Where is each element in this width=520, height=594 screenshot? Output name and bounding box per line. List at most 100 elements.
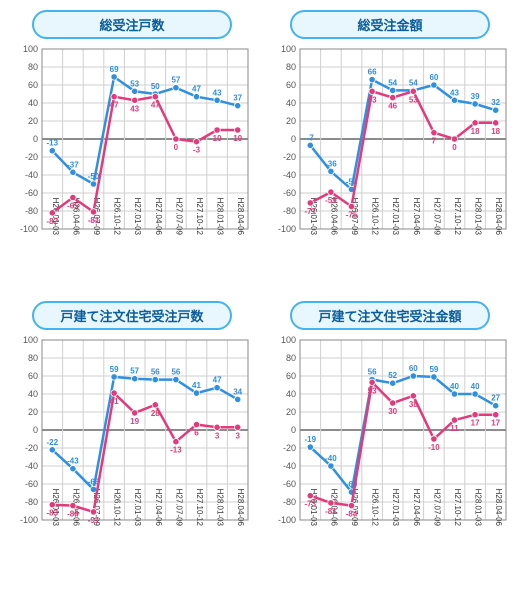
svg-text:H28.04-06: H28.04-06 (494, 198, 503, 236)
panel-3: 戸建て注文住宅受注金額 -100-80-60-40-20020406080100… (268, 301, 512, 584)
svg-text:-84: -84 (346, 510, 358, 519)
svg-text:3: 3 (235, 431, 240, 440)
svg-text:-40: -40 (325, 454, 337, 463)
svg-text:-81: -81 (325, 507, 337, 516)
svg-text:18: 18 (491, 127, 500, 136)
svg-text:-13: -13 (47, 139, 59, 148)
svg-text:66: 66 (368, 68, 377, 77)
svg-text:H27.10-12: H27.10-12 (453, 489, 462, 527)
svg-text:-60: -60 (283, 479, 296, 489)
svg-text:H28.01-03: H28.01-03 (474, 489, 483, 527)
svg-text:H28.04-06: H28.04-06 (236, 489, 245, 527)
chart-1: -100-80-60-40-20020406080100H26.01-03H26… (268, 43, 512, 293)
svg-text:57: 57 (130, 367, 139, 376)
svg-text:H27.07-09: H27.07-09 (174, 198, 183, 236)
svg-text:20: 20 (28, 116, 38, 126)
svg-text:H27.07-09: H27.07-09 (432, 198, 441, 236)
svg-text:53: 53 (409, 95, 418, 104)
svg-text:80: 80 (286, 353, 296, 363)
svg-text:-13: -13 (170, 446, 182, 455)
chart-3: -100-80-60-40-20020406080100H26.01-03H26… (268, 334, 512, 584)
panel-0: 総受注戸数 -100-80-60-40-20020406080100H26.01… (10, 10, 254, 293)
svg-text:50: 50 (151, 82, 160, 91)
svg-text:100: 100 (23, 335, 38, 345)
svg-text:-10: -10 (428, 443, 440, 452)
panel-title-2: 戸建て注文住宅受注戸数 (32, 301, 232, 330)
svg-text:H28.01-03: H28.01-03 (474, 198, 483, 236)
svg-text:-100: -100 (20, 224, 38, 234)
svg-text:43: 43 (130, 104, 139, 113)
svg-text:H27.07-09: H27.07-09 (432, 489, 441, 527)
svg-text:56: 56 (368, 368, 377, 377)
svg-text:20: 20 (286, 116, 296, 126)
svg-text:-40: -40 (283, 170, 296, 180)
svg-text:47: 47 (192, 85, 201, 94)
svg-text:H27.04-06: H27.04-06 (412, 489, 421, 527)
svg-text:38: 38 (409, 400, 418, 409)
svg-text:3: 3 (215, 431, 220, 440)
svg-text:-19: -19 (305, 435, 317, 444)
svg-text:40: 40 (450, 382, 459, 391)
svg-text:H27.10-12: H27.10-12 (453, 198, 462, 236)
svg-text:19: 19 (130, 417, 139, 426)
svg-text:0: 0 (291, 134, 296, 144)
svg-text:34: 34 (233, 387, 242, 396)
svg-text:-83: -83 (47, 509, 59, 518)
svg-text:H28.01-03: H28.01-03 (216, 198, 225, 236)
svg-text:7: 7 (432, 137, 437, 146)
svg-text:11: 11 (450, 424, 459, 433)
svg-text:-20: -20 (25, 152, 38, 162)
svg-text:39: 39 (471, 92, 480, 101)
svg-text:H27.04-06: H27.04-06 (412, 198, 421, 236)
svg-text:H28.04-06: H28.04-06 (494, 489, 503, 527)
svg-text:32: 32 (491, 98, 500, 107)
svg-text:-40: -40 (25, 170, 38, 180)
panel-title-0: 総受注戸数 (32, 10, 232, 39)
svg-text:20: 20 (28, 407, 38, 417)
svg-text:43: 43 (450, 88, 459, 97)
svg-text:53: 53 (130, 79, 139, 88)
svg-text:-3: -3 (193, 146, 201, 155)
svg-text:60: 60 (286, 80, 296, 90)
svg-text:40: 40 (28, 389, 38, 399)
chart-0: -100-80-60-40-20020406080100H26.01-03H26… (10, 43, 254, 293)
svg-text:100: 100 (23, 44, 38, 54)
svg-text:100: 100 (281, 44, 296, 54)
svg-text:59: 59 (110, 365, 119, 374)
svg-text:-7: -7 (307, 133, 315, 142)
svg-text:40: 40 (286, 389, 296, 399)
svg-text:-36: -36 (325, 159, 337, 168)
svg-text:-20: -20 (283, 152, 296, 162)
svg-text:47: 47 (151, 101, 160, 110)
svg-text:18: 18 (471, 127, 480, 136)
svg-text:56: 56 (171, 368, 180, 377)
svg-text:-80: -80 (283, 497, 296, 507)
svg-text:-81: -81 (88, 216, 100, 225)
svg-text:54: 54 (388, 78, 397, 87)
svg-text:20: 20 (286, 407, 296, 417)
svg-text:H27.01-03: H27.01-03 (133, 198, 142, 236)
svg-text:80: 80 (28, 62, 38, 72)
panel-title-1: 総受注金額 (290, 10, 490, 39)
svg-text:-20: -20 (283, 443, 296, 453)
svg-text:27: 27 (491, 394, 500, 403)
svg-text:0: 0 (452, 143, 457, 152)
svg-text:-60: -60 (25, 479, 38, 489)
svg-text:60: 60 (28, 80, 38, 90)
svg-text:H27.07-09: H27.07-09 (174, 489, 183, 527)
svg-text:H27.10-12: H27.10-12 (195, 489, 204, 527)
svg-text:40: 40 (28, 98, 38, 108)
svg-text:-59: -59 (325, 196, 337, 205)
svg-text:53: 53 (368, 386, 377, 395)
svg-text:H26.10-12: H26.10-12 (113, 489, 122, 527)
svg-text:56: 56 (151, 368, 160, 377)
svg-text:H28.01-03: H28.01-03 (216, 489, 225, 527)
svg-text:41: 41 (110, 397, 119, 406)
svg-text:-65: -65 (67, 202, 79, 211)
svg-text:40: 40 (471, 382, 480, 391)
svg-text:-71: -71 (305, 207, 317, 216)
svg-text:60: 60 (429, 73, 438, 82)
svg-text:H28.04-06: H28.04-06 (236, 198, 245, 236)
svg-text:H27.01-03: H27.01-03 (133, 489, 142, 527)
svg-text:0: 0 (291, 425, 296, 435)
